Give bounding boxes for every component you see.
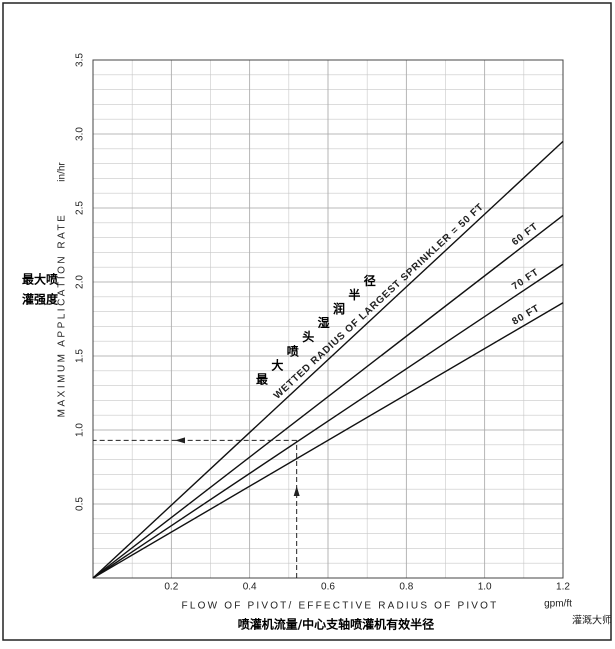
x-axis-title: FLOW OF PIVOT/ EFFECTIVE RADIUS OF PIVOT	[182, 601, 499, 612]
x-tick-label: 1.0	[478, 582, 492, 593]
x-tick-label: 0.8	[399, 582, 413, 593]
series-line	[92, 263, 564, 579]
x-tick-label: 1.2	[556, 582, 570, 593]
series-line	[92, 214, 564, 579]
curve-label-cn: 头	[302, 329, 314, 344]
watermark: 灌溉大师	[572, 614, 612, 627]
curve-label-cn: 润	[333, 301, 345, 316]
x-tick-label: 0.2	[164, 582, 178, 593]
y-axis-title-cn: 最大喷	[22, 272, 58, 287]
curve-label-cn: 最	[256, 373, 269, 387]
y-tick-label: 3.0	[75, 127, 86, 141]
y-tick-label: 0.5	[75, 497, 86, 511]
y-tick-label: 1.5	[75, 349, 86, 363]
x-tick-label: 0.4	[243, 582, 257, 593]
y-tick-label: 2.0	[75, 275, 86, 289]
arrow	[293, 486, 300, 496]
curve-label-cn: 半	[348, 287, 360, 302]
curve-label-cn: 湿	[318, 315, 330, 330]
series-line	[92, 302, 564, 579]
plot-border	[92, 59, 564, 579]
y-tick-label: 2.5	[75, 201, 86, 215]
y-tick-label: 1.0	[75, 423, 86, 437]
x-axis-title-cn: 喷灌机流量/中心支轴喷灌机有效半径	[238, 617, 434, 632]
y-axis-title: MAXIMUM APPLICATION RATE	[57, 213, 68, 418]
arrow	[175, 437, 185, 444]
x-axis-unit: gpm/ft	[544, 599, 572, 610]
y-axis-unit: in/hr	[57, 162, 68, 182]
curve-label-cn: 喷	[287, 343, 299, 358]
series-line	[92, 140, 564, 579]
curve-label-cn: 径	[364, 273, 376, 288]
x-tick-label: 0.6	[321, 582, 335, 593]
curve-label-cn: 大	[271, 357, 283, 372]
y-axis-title-cn: 灌强度	[21, 292, 59, 307]
y-tick-label: 3.5	[75, 53, 86, 67]
